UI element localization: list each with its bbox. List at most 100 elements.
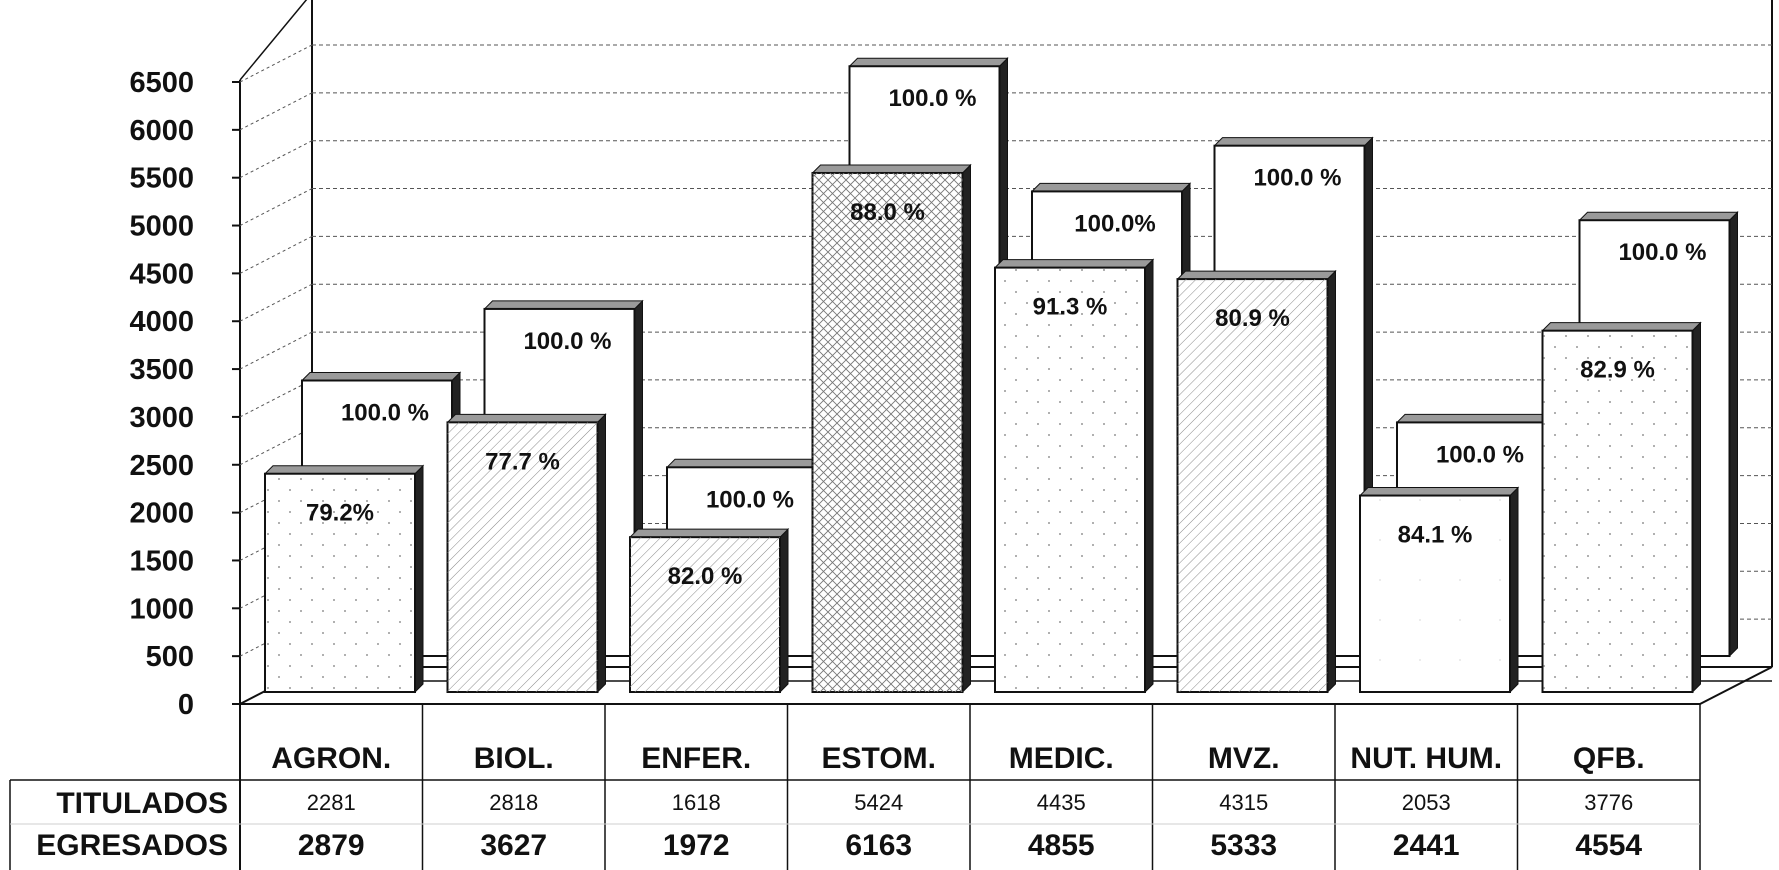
grid-diagonal bbox=[239, 379, 313, 418]
grid-diagonal bbox=[239, 188, 313, 226]
bar-titulados-0-top bbox=[263, 465, 425, 475]
y-tick-label: 5500 bbox=[129, 163, 194, 195]
bar-label-titulados-7: 82.9 % bbox=[1580, 357, 1655, 384]
table-cell-egresados: 5333 bbox=[1210, 829, 1277, 862]
y-tick-label: 2000 bbox=[129, 498, 194, 530]
table-cell-egresados: 3627 bbox=[480, 829, 547, 862]
x-category-label: BIOL. bbox=[474, 742, 554, 775]
table-row-label-titulados: TITULADOS bbox=[56, 787, 228, 820]
bar-egresados-4-top bbox=[1030, 182, 1192, 192]
bar-titulados-4-pattern bbox=[995, 267, 1145, 692]
side-wall-top-edge bbox=[239, 0, 308, 81]
bar-titulados-7-pattern bbox=[1542, 330, 1693, 692]
bar-titulados-1-pattern bbox=[447, 422, 598, 692]
bar-label-egresados-0: 100.0 % bbox=[341, 400, 429, 427]
grid-diagonal bbox=[239, 92, 313, 131]
table-cell-egresados: 2441 bbox=[1393, 829, 1460, 862]
grid-diagonal bbox=[239, 283, 313, 322]
x-category-label: ENFER. bbox=[641, 742, 751, 775]
table-cell-egresados: 2879 bbox=[298, 829, 365, 862]
table-cell-egresados: 4554 bbox=[1575, 829, 1642, 862]
bar-label-titulados-1: 77.7 % bbox=[485, 448, 560, 475]
bar-titulados-2-side bbox=[779, 527, 789, 694]
bar-titulados-2-top bbox=[628, 528, 790, 538]
x-category-label: AGRON. bbox=[271, 742, 391, 775]
table-cell-egresados: 6163 bbox=[845, 829, 912, 862]
bar-egresados-1-top bbox=[483, 300, 644, 310]
bar-label-titulados-3: 88.0 % bbox=[850, 199, 925, 226]
grid-diagonal bbox=[239, 140, 313, 179]
bar-titulados-4-side bbox=[1144, 258, 1154, 694]
bar-titulados-0-pattern bbox=[265, 473, 415, 692]
table-cell-egresados: 1972 bbox=[663, 829, 730, 862]
table-cell-titulados: 5424 bbox=[854, 790, 903, 815]
bar-label-titulados-5: 80.9 % bbox=[1215, 305, 1290, 332]
table-cell-titulados: 2053 bbox=[1402, 790, 1451, 815]
x-category-label: NUT. HUM. bbox=[1350, 742, 1502, 775]
bar-label-egresados-2: 100.0 % bbox=[706, 486, 794, 513]
grid-diagonal bbox=[239, 235, 313, 274]
y-tick-label: 6500 bbox=[129, 67, 194, 99]
bar-titulados-5-top bbox=[1176, 270, 1337, 280]
bar-titulados-5-pattern bbox=[1177, 279, 1328, 692]
y-tick-label: 2500 bbox=[129, 450, 194, 482]
table-cell-egresados: 4855 bbox=[1028, 829, 1095, 862]
bar-titulados-1-side bbox=[597, 413, 606, 694]
bar-titulados-3-side bbox=[962, 163, 971, 694]
x-category-label: MEDIC. bbox=[1009, 742, 1114, 775]
bar-label-egresados-1: 100.0 % bbox=[523, 328, 611, 355]
bar-titulados-5-side bbox=[1327, 269, 1336, 694]
bar-egresados-0-top bbox=[300, 372, 462, 382]
bar-label-egresados-3: 100.0 % bbox=[888, 85, 976, 112]
y-tick-label: 3000 bbox=[129, 402, 194, 434]
bar-titulados-0-side bbox=[414, 464, 424, 694]
bar-egresados-3-top bbox=[848, 57, 1009, 67]
y-tick-label: 3500 bbox=[129, 354, 194, 386]
bar-label-egresados-6: 100.0 % bbox=[1436, 441, 1524, 468]
bar-egresados-6-top bbox=[1395, 413, 1557, 423]
bar-egresados-7-top bbox=[1578, 211, 1739, 221]
bar-egresados-5-top bbox=[1213, 137, 1374, 147]
bar-label-titulados-4: 91.3 % bbox=[1033, 294, 1108, 321]
bar-label-egresados-4: 100.0% bbox=[1074, 210, 1155, 237]
table-cell-titulados: 3776 bbox=[1584, 790, 1633, 815]
bar-label-egresados-7: 100.0 % bbox=[1618, 239, 1706, 266]
table-cell-titulados: 4315 bbox=[1219, 790, 1268, 815]
bar-titulados-1-top bbox=[446, 413, 607, 423]
grid-diagonal bbox=[239, 427, 313, 466]
bar-label-titulados-0: 79.2% bbox=[306, 500, 374, 527]
x-category-label: QFB. bbox=[1573, 742, 1645, 775]
bar-titulados-3-top bbox=[811, 164, 972, 174]
y-tick-label: 0 bbox=[178, 689, 194, 721]
table-row-label-egresados: EGRESADOS bbox=[36, 829, 228, 862]
bar-egresados-2-top bbox=[665, 458, 827, 468]
y-tick-label: 1500 bbox=[129, 545, 194, 577]
bar-titulados-6-top bbox=[1358, 487, 1520, 497]
bar-egresados-7-side bbox=[1729, 211, 1738, 658]
table-cell-titulados: 2818 bbox=[489, 790, 538, 815]
bar-titulados-2-pattern bbox=[630, 537, 780, 692]
bar-titulados-6-pattern bbox=[1360, 495, 1510, 692]
table-cell-titulados: 2281 bbox=[307, 790, 356, 815]
x-category-label: MVZ. bbox=[1208, 742, 1280, 775]
grid-diagonal bbox=[239, 331, 313, 370]
bar-titulados-7-side bbox=[1692, 321, 1701, 694]
y-tick-label: 500 bbox=[146, 641, 194, 673]
y-tick-label: 6000 bbox=[129, 115, 194, 147]
bar-titulados-4-top bbox=[993, 259, 1155, 269]
y-tick-label: 4000 bbox=[129, 306, 194, 338]
y-tick-label: 1000 bbox=[129, 593, 194, 625]
bar-titulados-7-top bbox=[1541, 322, 1702, 332]
table-cell-titulados: 1618 bbox=[672, 790, 721, 815]
bar-titulados-6-side bbox=[1509, 486, 1519, 694]
bar-label-titulados-6: 84.1 % bbox=[1398, 522, 1473, 549]
bar-label-titulados-2: 82.0 % bbox=[668, 563, 743, 590]
bar-label-egresados-5: 100.0 % bbox=[1253, 165, 1341, 192]
x-category-label: ESTOM. bbox=[822, 742, 936, 775]
table-cell-titulados: 4435 bbox=[1037, 790, 1086, 815]
y-tick-label: 4500 bbox=[129, 258, 194, 290]
bar-titulados-3-pattern bbox=[812, 172, 963, 693]
grid-diagonal bbox=[239, 44, 313, 83]
y-tick-label: 5000 bbox=[129, 211, 194, 243]
